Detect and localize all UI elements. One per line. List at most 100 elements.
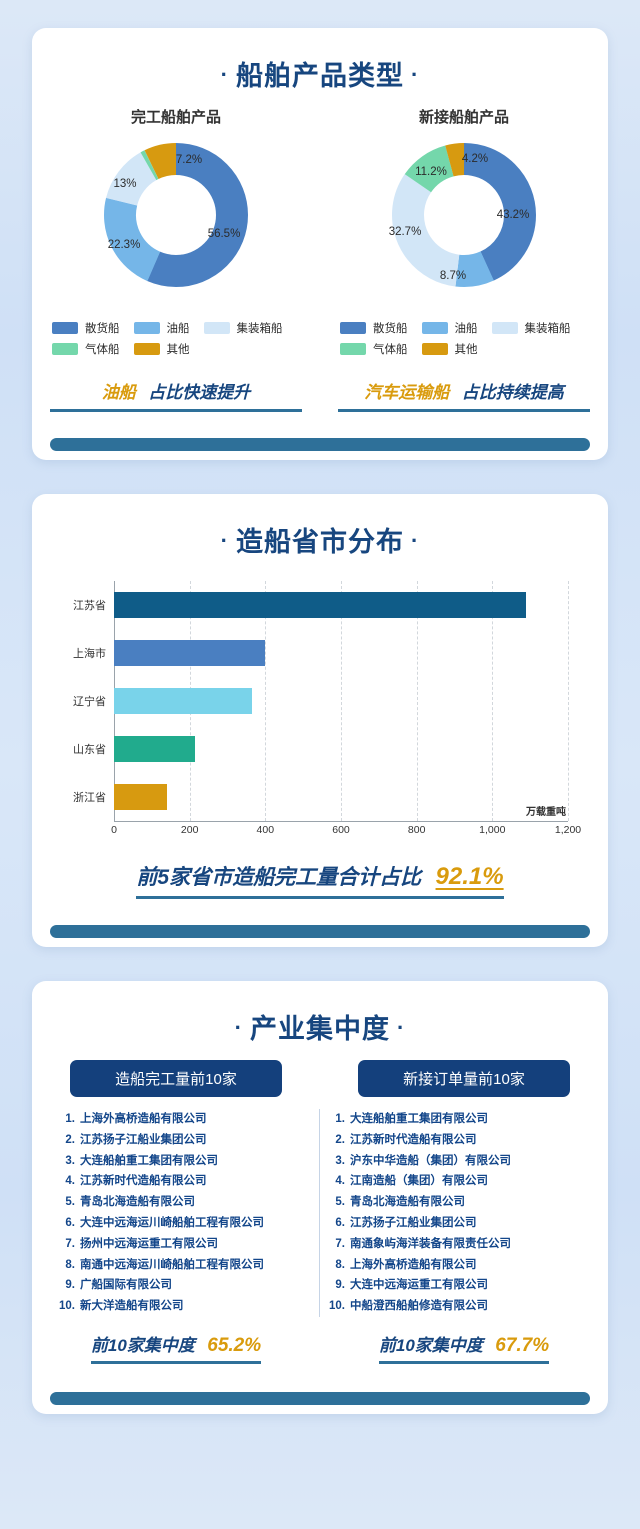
donut-chart-new-orders: 新接船舶产品 bbox=[326, 106, 602, 299]
xtick-1000: 1,000 bbox=[479, 824, 506, 836]
gridline-400 bbox=[265, 581, 267, 821]
company-name: 大连中远海运重工有限公司 bbox=[350, 1279, 488, 1292]
legend-item-other: 其他 bbox=[133, 341, 190, 357]
xtick-400: 400 bbox=[256, 824, 275, 836]
list-item: 7. 扬州中远海运重工有限公司 bbox=[56, 1234, 313, 1255]
legend-label-bulk: 散货船 bbox=[85, 323, 120, 335]
legend2-item-gas: 气体船 bbox=[340, 341, 408, 357]
company-name: 江苏新时代造船有限公司 bbox=[350, 1133, 477, 1146]
tabs-row: 造船完工量前10家 新接订单量前10家 bbox=[32, 1060, 608, 1097]
company-name: 扬州中远海运重工有限公司 bbox=[80, 1237, 218, 1250]
donut1-label-1: 22.3% bbox=[107, 239, 141, 251]
legend2-swatch-icon-bulk bbox=[340, 322, 366, 334]
legend2-item-tanker: 油船 bbox=[421, 320, 478, 336]
legend-swatch-icon-container bbox=[203, 322, 230, 334]
card2-stat: 前5家省市造船完工量合计占比 92.1% bbox=[32, 861, 608, 899]
concentration-right-value: 67.7% bbox=[495, 1334, 550, 1356]
gridline-1200 bbox=[568, 581, 569, 821]
card3-title: · 产业集中度 · bbox=[32, 981, 608, 1046]
bar-category-1: 上海市 bbox=[73, 648, 106, 660]
xtick-200: 200 bbox=[180, 824, 199, 836]
bar-plot-area: 江苏省 上海市 辽宁省 山东省 浙江省 bbox=[54, 581, 569, 821]
list-item: 2. 江苏新时代造船有限公司 bbox=[326, 1130, 584, 1151]
donut1-graphic: 56.5% 22.3% 13% 7.2% bbox=[81, 131, 271, 299]
company-lists: 1. 上海外高桥造船有限公司 2. 江苏扬子江船业集团公司 3. 大连船舶重工集团有限… bbox=[32, 1109, 608, 1317]
card-province-distribution: · 造船省市分布 · 江苏省 上海市 辽宁省 bbox=[32, 494, 608, 947]
title-dot-right-2: · bbox=[411, 528, 420, 553]
list-item: 4. 江南造船（集团）有限公司 bbox=[326, 1171, 584, 1192]
legend-label-gas: 气体船 bbox=[85, 344, 120, 356]
bar-row: 辽宁省 bbox=[54, 677, 568, 725]
list-completed: 1. 上海外高桥造船有限公司 2. 江苏扬子江船业集团公司 3. 大连船舶重工集团有限… bbox=[50, 1109, 320, 1317]
concentration-left-text: 前10家集中度 bbox=[90, 1335, 195, 1355]
tab-neworders-top10[interactable]: 新接订单量前10家 bbox=[358, 1060, 570, 1097]
legend2-item-container: 集装箱船 bbox=[491, 320, 571, 336]
company-name: 南通象屿海洋装备有限责任公司 bbox=[350, 1237, 511, 1250]
concentration-left-value: 65.2% bbox=[207, 1334, 262, 1356]
legend2-label-container: 集装箱船 bbox=[524, 323, 571, 335]
company-name: 青岛北海造船有限公司 bbox=[80, 1196, 195, 1209]
legend-swatch-icon-other bbox=[133, 343, 160, 355]
legend2-swatch-icon-container bbox=[491, 322, 518, 334]
list-item: 1. 大连船舶重工集团有限公司 bbox=[326, 1109, 584, 1130]
company-name: 沪东中华造船（集团）有限公司 bbox=[350, 1154, 511, 1167]
highlight-right-gold: 汽车运输船 bbox=[364, 383, 450, 402]
concentration-row: 前10家集中度 65.2% 前10家集中度 67.7% bbox=[32, 1331, 608, 1364]
donut-chart-completed: 完工船舶产品 bbox=[38, 106, 314, 299]
company-name: 上海外高桥造船有限公司 bbox=[80, 1113, 207, 1125]
card2-title-text: 造船省市分布 bbox=[236, 527, 404, 557]
xtick-1200: 1,200 bbox=[554, 824, 582, 836]
donut1-svg bbox=[104, 143, 248, 287]
gridline-600 bbox=[341, 581, 342, 821]
title-dot-left: · bbox=[220, 62, 229, 87]
list-item: 6. 大连中远海运川崎船舶工程有限公司 bbox=[56, 1213, 313, 1234]
donut2-label-4: 4.2% bbox=[461, 153, 489, 165]
company-name: 中船澄西船舶修造有限公司 bbox=[350, 1300, 488, 1313]
highlight-left-blue: 占比快速提升 bbox=[148, 383, 251, 402]
legend-swatch-icon-tanker bbox=[133, 322, 160, 334]
bar-fill-0 bbox=[114, 592, 527, 618]
donut1-label-0: 56.5% bbox=[207, 228, 241, 240]
x-tick-labels: 0 200 400 600 800 1,000 1,200 bbox=[111, 822, 581, 838]
title-dot-right-3: · bbox=[397, 1015, 406, 1040]
donut1-caption: 完工船舶产品 bbox=[130, 109, 221, 126]
list-item: 4. 江苏新时代造船有限公司 bbox=[56, 1171, 313, 1192]
company-name: 大连中远海运川崎船舶工程有限公司 bbox=[80, 1216, 264, 1229]
company-name: 大连船舶重工集团有限公司 bbox=[350, 1113, 488, 1125]
highlight-right-blue: 占比持续提高 bbox=[461, 383, 564, 402]
donut2-label-0: 43.2% bbox=[496, 209, 530, 221]
highlight-right: 汽车运输船 占比持续提高 bbox=[338, 378, 590, 412]
company-name: 上海外高桥造船有限公司 bbox=[350, 1258, 477, 1271]
list-item: 5. 青岛北海造船有限公司 bbox=[326, 1192, 584, 1213]
legend2-label-tanker: 油船 bbox=[454, 323, 478, 335]
bar-row: 山东省 bbox=[54, 725, 568, 773]
bar-row: 浙江省 bbox=[54, 773, 568, 821]
legends-row: 散货船 油船 集装箱船 气 bbox=[32, 312, 608, 362]
card1-accent-bar bbox=[50, 438, 590, 451]
donut-charts-row: 完工船舶产品 bbox=[32, 106, 608, 299]
company-name: 新大洋造船有限公司 bbox=[80, 1300, 184, 1313]
axis-unit-label: 万载重吨 bbox=[526, 807, 566, 818]
list-item: 7. 南通象屿海洋装备有限责任公司 bbox=[326, 1234, 584, 1255]
tab-completed-top10[interactable]: 造船完工量前10家 bbox=[70, 1060, 282, 1097]
legend2-swatch-icon-tanker bbox=[421, 322, 448, 334]
donut2-label-1: 8.7% bbox=[439, 270, 467, 282]
legend2-label-bulk: 散货船 bbox=[373, 323, 408, 335]
list-item: 9. 广船国际有限公司 bbox=[56, 1275, 313, 1296]
company-name: 江苏扬子江船业集团公司 bbox=[80, 1133, 207, 1146]
legend2-label-gas: 气体船 bbox=[373, 344, 408, 356]
gridline-1000 bbox=[492, 581, 494, 821]
concentration-right-text: 前10家集中度 bbox=[378, 1335, 483, 1355]
xtick-0: 0 bbox=[111, 824, 117, 836]
legend-item-tanker: 油船 bbox=[133, 320, 190, 336]
highlight-left: 油船 占比快速提升 bbox=[50, 378, 302, 412]
bar-fill-2 bbox=[114, 688, 253, 714]
donut1-label-2: 13% bbox=[113, 178, 137, 190]
concentration-right: 前10家集中度 67.7% bbox=[344, 1331, 584, 1364]
card2-title: · 造船省市分布 · bbox=[32, 494, 608, 559]
legend-label-container: 集装箱船 bbox=[236, 323, 283, 335]
bar-category-3: 山东省 bbox=[73, 744, 106, 756]
xtick-600: 600 bbox=[332, 824, 350, 836]
company-name: 江苏新时代造船有限公司 bbox=[80, 1175, 207, 1188]
